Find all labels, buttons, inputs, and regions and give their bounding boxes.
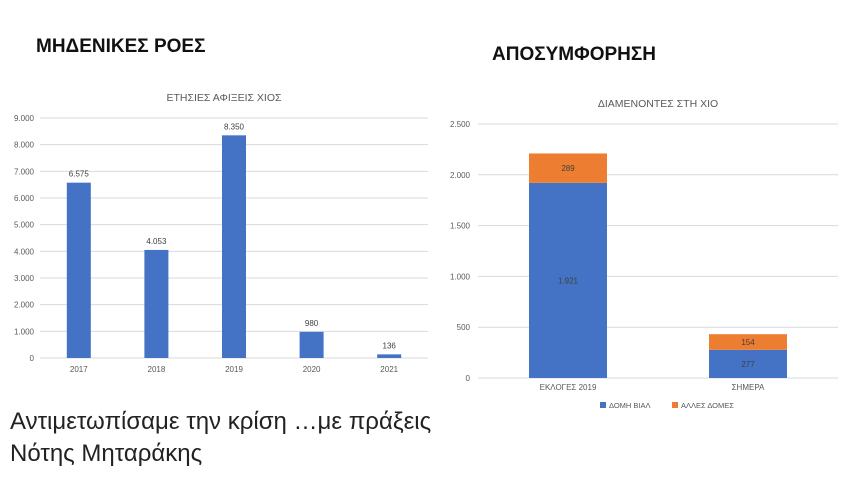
chart1-value-label: 4.053: [146, 237, 167, 246]
chart1-xtick-label: 2019: [225, 365, 243, 374]
chart1-ytick-label: 2.000: [14, 301, 35, 310]
chart1-ytick-label: 1.000: [14, 327, 35, 336]
chart2-ytick-label: 500: [457, 323, 471, 332]
chart2-ytick-label: 2.500: [450, 120, 471, 129]
chart2-bar-segment: [529, 182, 607, 378]
chart1-xtick-label: 2021: [380, 365, 398, 374]
chart1-ytick-label: 9.000: [14, 114, 35, 123]
chart2-legend-label: ΑΛΛΕΣ ΔΟΜΕΣ: [681, 401, 734, 410]
chart1-value-label: 8.350: [224, 122, 245, 131]
chart2-legend-label: ΔΟΜΗ ΒΙΑΛ: [609, 401, 651, 410]
chart1-title: ΕΤΗΣΙΕΣ ΑΦΙΞΕΙΣ ΧΙΟΣ: [167, 92, 282, 104]
chart2-value-label: 277: [741, 360, 755, 369]
caption-line-1: Αντιμετωπίσαμε την κρίση …με πράξεις: [10, 408, 432, 435]
chart1-bar: [377, 354, 402, 358]
chart1-ytick-label: 7.000: [14, 167, 35, 176]
chart2-ytick-label: 2.000: [450, 171, 471, 180]
chart2-title: ΔΙΑΜΕΝΟΝΤΕΣ ΣΤΗ ΧΙΟ: [598, 98, 718, 110]
chart2-bar-segment: [709, 334, 787, 350]
chart1-bar: [299, 331, 324, 358]
caption-line-2: Νότης Μηταράκης: [10, 440, 203, 467]
chart1-xtick-label: 2020: [303, 365, 321, 374]
chart2-legend-swatch: [672, 402, 678, 408]
chart1-xtick-label: 2017: [70, 365, 88, 374]
chart1-ytick-label: 3.000: [14, 274, 35, 283]
chart1-xtick-label: 2018: [148, 365, 166, 374]
chart1-bar: [66, 182, 91, 358]
chart2-legend-swatch: [600, 402, 606, 408]
chart2-value-label: 154: [741, 338, 755, 347]
chart2-xtick-label: ΣΗΜΕΡΑ: [732, 383, 765, 392]
right-heading: ΑΠΟΣΥΜΦΟΡΗΣΗ: [492, 44, 657, 65]
chart1-value-label: 980: [305, 319, 319, 328]
chart2-xtick-label: ΕΚΛΟΓΕΣ 2019: [540, 383, 597, 392]
chart2-value-label: 289: [561, 164, 575, 173]
chart2-value-label: 1.921: [558, 276, 579, 285]
chart1-bar: [144, 249, 169, 358]
chart1-ytick-label: 0: [30, 354, 35, 363]
left-heading: ΜΗΔΕΝΙΚΕΣ ΡΟΕΣ: [36, 36, 206, 57]
chart1-bar: [222, 135, 246, 358]
chart1-ytick-label: 6.000: [14, 194, 35, 203]
chart2-bar-segment: [529, 153, 607, 183]
chart1-value-label: 136: [383, 341, 397, 350]
chart2-bar-segment: [709, 349, 787, 378]
chart2-ytick-label: 1.000: [450, 272, 471, 281]
chart2-ytick-label: 1.500: [450, 222, 471, 231]
chart1-value-label: 6.575: [69, 170, 90, 179]
chart2-ytick-label: 0: [466, 374, 471, 383]
chart1-ytick-label: 4.000: [14, 247, 35, 256]
chart1-ytick-label: 8.000: [14, 141, 35, 150]
chart1-ytick-label: 5.000: [14, 221, 35, 230]
